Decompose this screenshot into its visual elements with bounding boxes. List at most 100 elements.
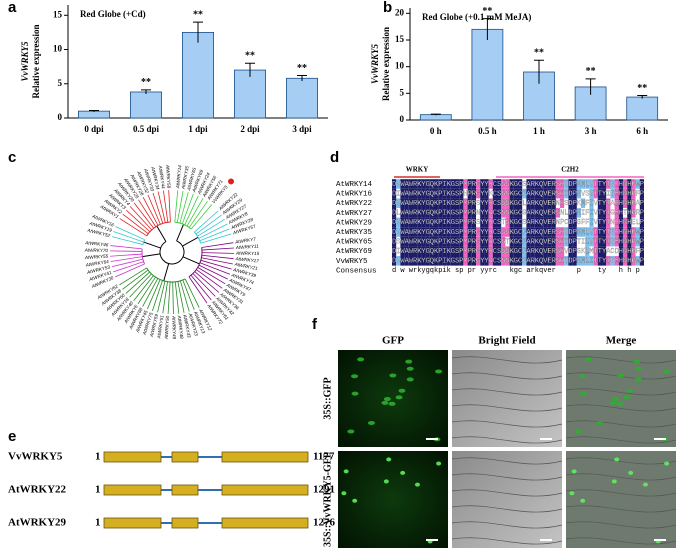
residue-bg <box>568 208 573 218</box>
residue-bg <box>488 236 493 247</box>
tree-branch <box>119 267 147 286</box>
residue-bg <box>396 227 401 237</box>
tree-branch <box>146 221 171 237</box>
residue-bg <box>581 256 586 266</box>
tree-branch <box>174 190 179 223</box>
residue-bg <box>450 246 455 256</box>
residue-bg <box>400 179 405 189</box>
residue-bg <box>610 179 615 189</box>
residue-bg <box>585 227 590 237</box>
micrograph <box>452 350 562 447</box>
gfp-signal <box>435 369 443 374</box>
residue-bg <box>534 198 539 208</box>
cell-wall <box>451 404 563 412</box>
residue-bg <box>543 208 548 218</box>
residue-bg <box>421 246 426 256</box>
residue-bg <box>618 256 623 266</box>
exon <box>221 484 309 496</box>
residue-bg <box>593 188 598 199</box>
residue-bg <box>413 227 418 237</box>
residue-bg <box>404 256 409 266</box>
residue-bg <box>606 179 611 189</box>
residue-bg <box>518 217 523 228</box>
residue-bg <box>581 198 586 208</box>
gfp-signal <box>617 373 625 378</box>
residue-bg <box>530 188 535 199</box>
residue-bg <box>522 256 527 266</box>
residue-bg <box>417 246 422 256</box>
significance: ** <box>245 51 255 62</box>
gene-name: AtWRKY22 <box>8 484 67 496</box>
x-tick-label: 1 dpi <box>188 124 208 134</box>
tree-leaf-label: AtWRKY17 <box>234 256 259 264</box>
residue-bg <box>614 236 619 247</box>
residue-bg <box>606 236 611 247</box>
residue-bg <box>618 198 623 208</box>
residue-bg <box>534 208 539 218</box>
gfp-signal <box>405 359 413 364</box>
gfp-signal <box>357 357 365 362</box>
residue-bg <box>614 198 619 208</box>
tree-leaf-label: AtWRKY70 <box>84 248 109 253</box>
residue-bg <box>408 256 413 266</box>
residue-bg <box>480 198 485 208</box>
residue-bg <box>480 236 485 247</box>
residue-bg <box>618 217 623 228</box>
cell-wall <box>451 457 563 465</box>
micrograph <box>452 451 562 548</box>
alignment-name: AtWRKY29 <box>336 219 372 227</box>
residue-bg <box>534 246 539 256</box>
residue-bg <box>425 227 430 237</box>
tree-branch <box>174 221 192 230</box>
alignment-name: Consensus <box>336 267 377 275</box>
tree-leaf-label: AtWRKY39 <box>232 267 257 279</box>
residue-bg <box>530 256 535 266</box>
residue-bg <box>589 236 594 247</box>
residue-bg <box>438 227 443 237</box>
tree-branch <box>115 263 145 278</box>
tree-branch <box>152 192 164 224</box>
error-bar <box>193 21 203 43</box>
residue-bg <box>417 227 422 237</box>
alignment-seq: DVWAWRKYGQKPIKGSPYPRGYYRCSSSKGCPARKQVERS… <box>392 258 644 266</box>
tree-branch <box>199 228 230 242</box>
residue-bg <box>572 246 577 256</box>
residue-bg <box>518 236 523 247</box>
residue-bg <box>623 236 628 247</box>
residue-bg <box>530 217 535 228</box>
residue-bg <box>509 208 514 218</box>
tree-branch <box>142 196 159 226</box>
residue-bg <box>635 179 640 189</box>
cell-wall <box>565 388 677 396</box>
cell-wall <box>451 489 563 497</box>
gfp-signal <box>569 491 575 496</box>
error-bar <box>430 113 441 116</box>
gfp-signal <box>383 397 391 402</box>
column-header: Bright Field <box>478 335 535 347</box>
tree-branch <box>201 242 234 248</box>
residue-bg <box>505 256 510 266</box>
residue-bg <box>408 179 413 189</box>
residue-bg <box>543 217 548 228</box>
tree-branch <box>152 280 163 311</box>
residue-bg <box>480 227 485 237</box>
residue-bg <box>543 227 548 237</box>
residue-bg <box>534 256 539 266</box>
residue-bg <box>513 256 518 266</box>
residue-bg <box>543 198 548 208</box>
residue-bg <box>560 198 565 208</box>
residue-bg <box>526 188 531 199</box>
residue-bg <box>400 256 405 266</box>
residue-bg <box>471 246 476 256</box>
residue-bg <box>614 256 619 266</box>
error-bar <box>534 59 544 84</box>
error-bar <box>141 89 151 95</box>
residue-bg <box>413 256 418 266</box>
residue-bg <box>585 246 590 256</box>
residue-bg <box>413 188 418 199</box>
bar <box>78 110 111 119</box>
residue-bg <box>585 179 590 189</box>
tree-leaf-label: AtWRKY58 <box>165 164 171 189</box>
residue-bg <box>413 236 418 247</box>
residue-bg <box>597 198 602 208</box>
